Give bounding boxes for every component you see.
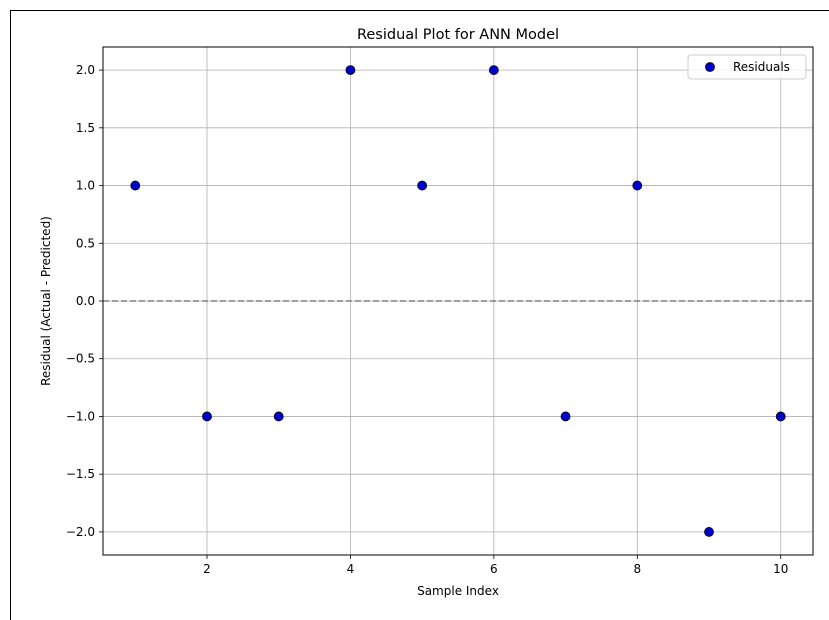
data-point xyxy=(417,180,428,191)
points-layer xyxy=(130,65,786,537)
figure-frame xyxy=(10,10,829,620)
x-tick-label: 2 xyxy=(203,562,211,576)
y-tick-label: 0.5 xyxy=(76,236,95,250)
legend: Residuals xyxy=(687,54,807,80)
y-tick-label: 1.5 xyxy=(76,121,95,135)
x-ticks: 2 4 6 8 10 xyxy=(203,555,788,576)
x-tick-label: 6 xyxy=(490,562,498,576)
y-tick-label: 0.0 xyxy=(76,294,95,308)
x-axis-label: Sample Index xyxy=(417,584,499,598)
data-point xyxy=(704,527,714,537)
x-tick-label: 4 xyxy=(347,562,355,576)
y-tick-label: −1.0 xyxy=(66,409,95,423)
data-point xyxy=(488,65,499,75)
data-point xyxy=(632,180,643,191)
chart-title: Residual Plot for ANN Model xyxy=(357,27,559,43)
y-tick-label: 2.0 xyxy=(76,63,95,77)
y-tick-label: −1.5 xyxy=(66,467,95,481)
x-tick-label: 8 xyxy=(633,562,641,576)
data-point xyxy=(775,411,786,422)
legend-box xyxy=(687,54,807,80)
data-point xyxy=(130,180,141,191)
data-point xyxy=(273,411,284,422)
y-axis-label: Residual (Actual - Predicted) xyxy=(39,216,53,386)
legend-label-residuals: Residuals xyxy=(733,60,790,74)
data-point xyxy=(345,65,356,75)
y-tick-label: 1.0 xyxy=(76,179,95,193)
y-tick-label: −0.5 xyxy=(66,352,95,366)
legend-marker xyxy=(705,62,715,72)
data-point xyxy=(202,411,212,422)
y-tick-label: −2.0 xyxy=(66,525,95,539)
x-tick-label: 10 xyxy=(773,562,788,576)
y-ticks: 2.0 1.5 1.0 0.5 0.0 −0.5 −1.0 −1.5 −2.0 xyxy=(66,63,103,539)
data-point xyxy=(560,411,571,422)
